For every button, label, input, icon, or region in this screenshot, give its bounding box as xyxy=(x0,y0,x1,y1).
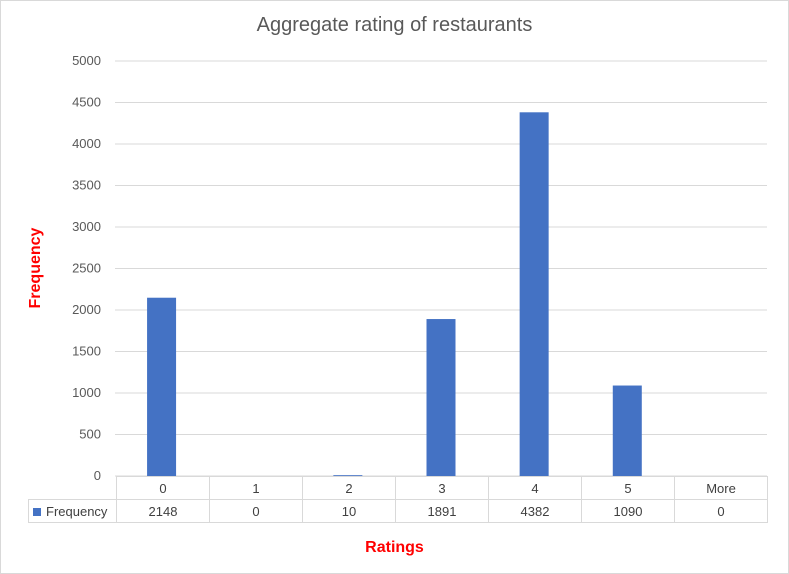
bar xyxy=(519,112,549,476)
y-tick-label: 2500 xyxy=(72,261,101,276)
chart-title: Aggregate rating of restaurants xyxy=(256,14,533,36)
bar xyxy=(426,319,456,476)
y-tick-label: 1500 xyxy=(72,344,101,359)
bar xyxy=(333,475,363,476)
y-tick-label: 3500 xyxy=(72,178,101,193)
x-tick-label: 1 xyxy=(209,476,303,500)
x-axis-title: Ratings xyxy=(365,539,424,556)
data-label: 1090 xyxy=(581,499,675,523)
series-row: Frequency 2148 0 10 1891 4382 1090 0 xyxy=(28,499,768,523)
data-label: 0 xyxy=(674,499,768,523)
category-row: 0 1 2 3 4 5 More xyxy=(29,476,768,500)
legend-label: Frequency xyxy=(46,503,108,519)
x-tick-label: 4 xyxy=(488,476,582,500)
x-tick-label: 0 xyxy=(116,476,210,500)
bars xyxy=(147,112,642,476)
series-legend-cell: Frequency xyxy=(28,499,117,523)
y-tick-label: 5000 xyxy=(72,53,101,68)
data-table: 0 1 2 3 4 5 More Frequency 2148 0 10 1891 4382 1090… xyxy=(28,476,768,523)
y-tick-labels: 0 500 1000 1500 2000 2500 3000 3500 4000 4500 5000 xyxy=(72,53,101,483)
y-tick-label: 4500 xyxy=(72,95,101,110)
data-label: 1891 xyxy=(395,499,489,523)
y-tick-label: 500 xyxy=(79,427,101,442)
y-tick-label: 0 xyxy=(94,468,101,483)
data-label: 4382 xyxy=(488,499,582,523)
y-tick-label: 3000 xyxy=(72,219,101,234)
x-tick-label: 5 xyxy=(581,476,675,500)
x-tick-label: 3 xyxy=(395,476,489,500)
table-corner xyxy=(29,477,117,500)
x-tick-label: More xyxy=(674,476,768,500)
y-tick-label: 2000 xyxy=(72,302,101,317)
bar xyxy=(147,297,177,476)
y-tick-label: 1000 xyxy=(72,385,101,400)
legend-swatch xyxy=(33,508,41,517)
data-label: 10 xyxy=(302,499,396,523)
data-label: 0 xyxy=(209,499,303,523)
x-tick-label: 2 xyxy=(302,476,396,500)
y-tick-label: 4000 xyxy=(72,136,101,151)
bar xyxy=(612,385,642,476)
data-label: 2148 xyxy=(116,499,210,523)
